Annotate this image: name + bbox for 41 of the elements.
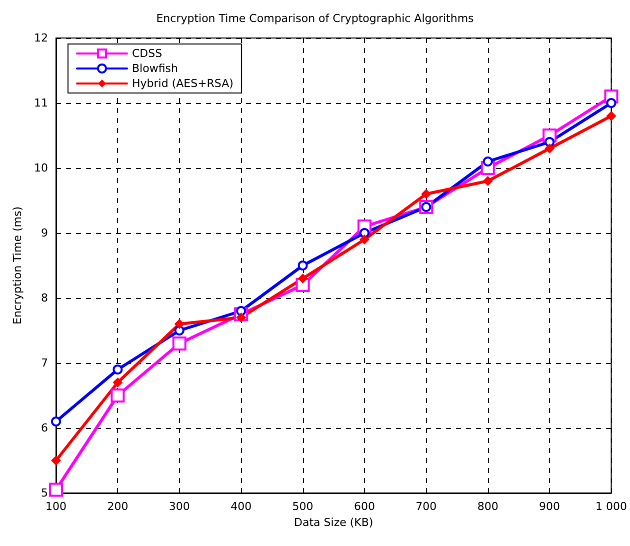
point <box>112 378 123 388</box>
x-tick-label: 700 <box>416 500 437 513</box>
x-tick-label: 200 <box>107 500 128 513</box>
point <box>606 98 616 108</box>
x-axis-title: Data Size (KB) <box>294 516 374 529</box>
point <box>49 482 63 497</box>
point <box>174 319 184 329</box>
point <box>110 388 125 402</box>
point <box>421 189 432 199</box>
point <box>544 144 555 154</box>
x-tick-label: 300 <box>168 500 190 513</box>
point <box>112 364 123 374</box>
y-axis-title: Encryption Time (ms) <box>11 206 24 324</box>
x-tick-label: 600 <box>354 500 375 513</box>
point <box>482 176 493 186</box>
point <box>172 336 186 350</box>
x-tick-label: 100 <box>46 500 66 513</box>
point <box>298 274 308 284</box>
point <box>359 234 370 244</box>
x-tick-label: 400 <box>230 500 252 513</box>
x-tick-label: 800 <box>477 500 498 513</box>
point <box>51 416 61 426</box>
legend-label: Blowfish <box>132 62 178 75</box>
y-tick-label: 7 <box>41 356 48 370</box>
point <box>606 111 616 121</box>
y-tick-label: 6 <box>41 422 48 434</box>
y-tick-label: 10 <box>34 162 48 174</box>
point <box>482 156 493 166</box>
x-tick-label: 900 <box>539 500 560 513</box>
point <box>298 260 308 270</box>
y-tick-label: 12 <box>34 32 48 44</box>
x-tick-label: 1 000 <box>596 500 628 513</box>
chart-title: Encryption Time Comparison of Cryptographic Algorithms <box>156 12 474 25</box>
legend-label: Hybrid (AES+RSA) <box>132 77 234 90</box>
legend-label: CDSS <box>132 47 162 60</box>
x-tick-label: 500 <box>292 500 314 513</box>
y-tick-label: 9 <box>41 226 48 240</box>
y-tick-label: 5 <box>41 486 48 500</box>
point <box>51 456 61 466</box>
y-tick-label: 8 <box>41 292 48 304</box>
y-tick-label: 11 <box>34 96 48 110</box>
